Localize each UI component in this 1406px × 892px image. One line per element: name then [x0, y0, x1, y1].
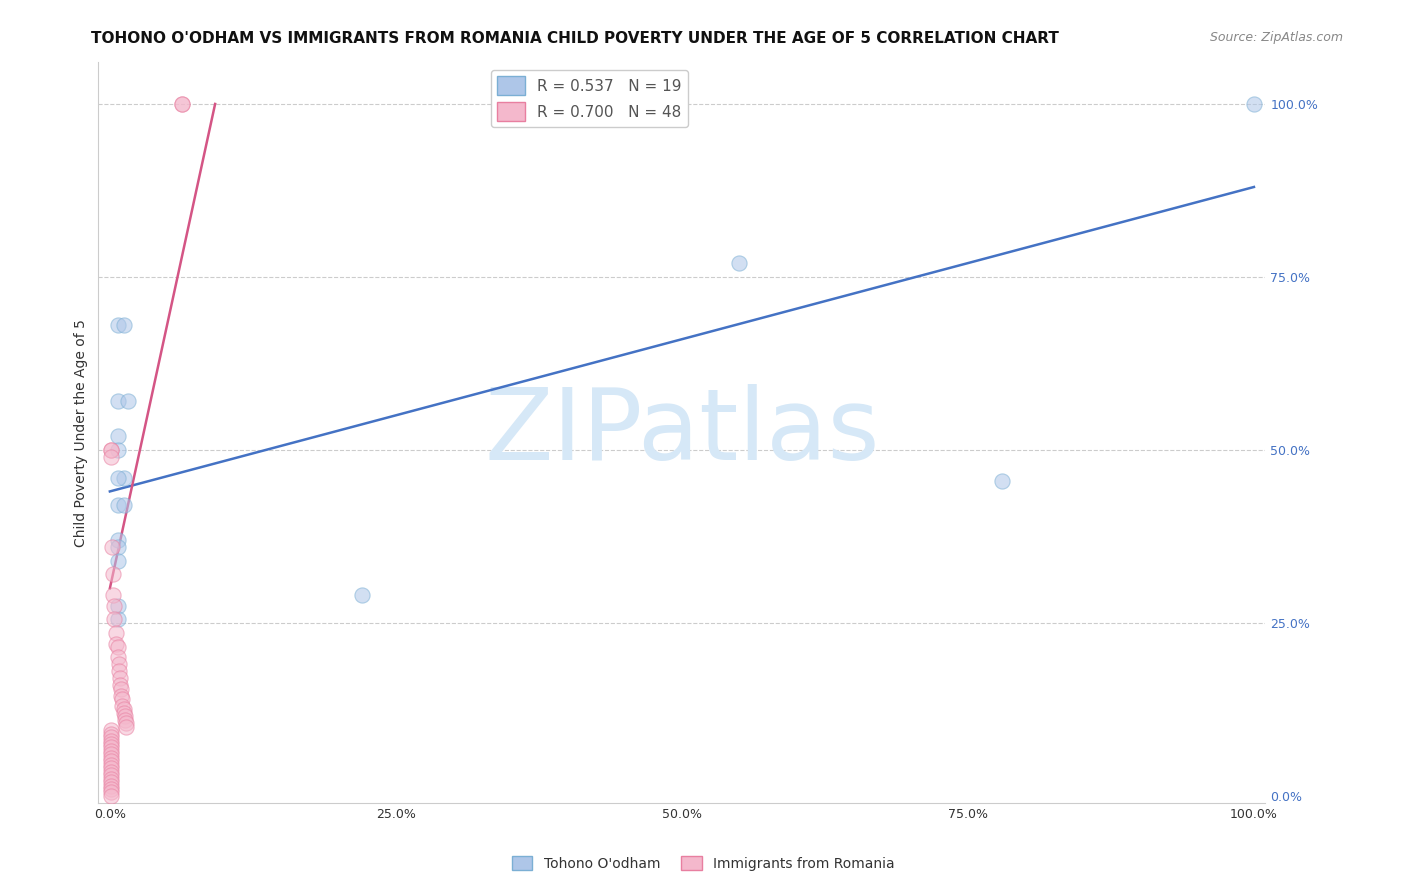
Point: [107, 394, 129, 409]
Point: [107, 442, 129, 457]
Point: [112, 702, 135, 716]
Point: [108, 671, 131, 685]
Point: [100, 789, 122, 803]
Point: [100, 744, 122, 758]
Point: [107, 540, 129, 554]
Point: [100, 757, 122, 772]
Point: [110, 681, 132, 696]
Point: [103, 599, 125, 613]
Point: [100, 733, 122, 747]
Point: [100, 450, 122, 464]
Point: [112, 706, 135, 720]
Point: [100, 775, 122, 789]
Point: [100, 442, 122, 457]
Point: [991, 474, 1014, 488]
Point: [100, 764, 122, 779]
Point: [111, 698, 134, 713]
Point: [110, 689, 132, 703]
Point: [112, 498, 135, 512]
Point: [112, 318, 135, 333]
Point: [350, 588, 373, 602]
Point: [107, 533, 129, 547]
Legend: Tohono O'odham, Immigrants from Romania: Tohono O'odham, Immigrants from Romania: [506, 850, 900, 876]
Point: [100, 442, 122, 457]
Point: [100, 768, 122, 782]
Point: [112, 470, 135, 484]
Point: [100, 779, 122, 793]
Point: [107, 612, 129, 626]
Point: [100, 740, 122, 755]
Point: [100, 723, 122, 738]
Point: [100, 747, 122, 762]
Point: [107, 599, 129, 613]
Point: [107, 640, 129, 654]
Point: [100, 785, 122, 799]
Point: [107, 498, 129, 512]
Point: [114, 713, 136, 727]
Point: [111, 692, 134, 706]
Point: [100, 754, 122, 768]
Point: [108, 678, 131, 692]
Point: [115, 716, 138, 731]
Point: [108, 657, 131, 672]
Point: [100, 726, 122, 740]
Point: [103, 567, 125, 582]
Point: [114, 709, 136, 723]
Y-axis label: Child Poverty Under the Age of 5: Child Poverty Under the Age of 5: [75, 318, 89, 547]
Point: [104, 626, 127, 640]
Point: [103, 588, 125, 602]
Point: [107, 650, 129, 665]
Point: [100, 772, 122, 786]
Point: [100, 730, 122, 744]
Text: Source: ZipAtlas.com: Source: ZipAtlas.com: [1209, 31, 1343, 45]
Point: [100, 781, 122, 796]
Point: [104, 637, 127, 651]
Point: [108, 665, 131, 679]
Point: [107, 318, 129, 333]
Point: [1243, 97, 1265, 112]
Point: [100, 761, 122, 775]
Point: [170, 97, 193, 112]
Point: [728, 256, 751, 270]
Point: [107, 429, 129, 443]
Point: [170, 97, 193, 112]
Text: TOHONO O'ODHAM VS IMMIGRANTS FROM ROMANIA CHILD POVERTY UNDER THE AGE OF 5 CORRE: TOHONO O'ODHAM VS IMMIGRANTS FROM ROMANI…: [91, 31, 1059, 46]
Point: [101, 540, 124, 554]
Point: [107, 470, 129, 484]
Point: [107, 554, 129, 568]
Legend: R = 0.537   N = 19, R = 0.700   N = 48: R = 0.537 N = 19, R = 0.700 N = 48: [491, 70, 688, 128]
Point: [100, 751, 122, 765]
Text: ZIPatlas: ZIPatlas: [484, 384, 880, 481]
Point: [115, 720, 138, 734]
Point: [100, 737, 122, 751]
Point: [117, 394, 139, 409]
Point: [103, 612, 125, 626]
